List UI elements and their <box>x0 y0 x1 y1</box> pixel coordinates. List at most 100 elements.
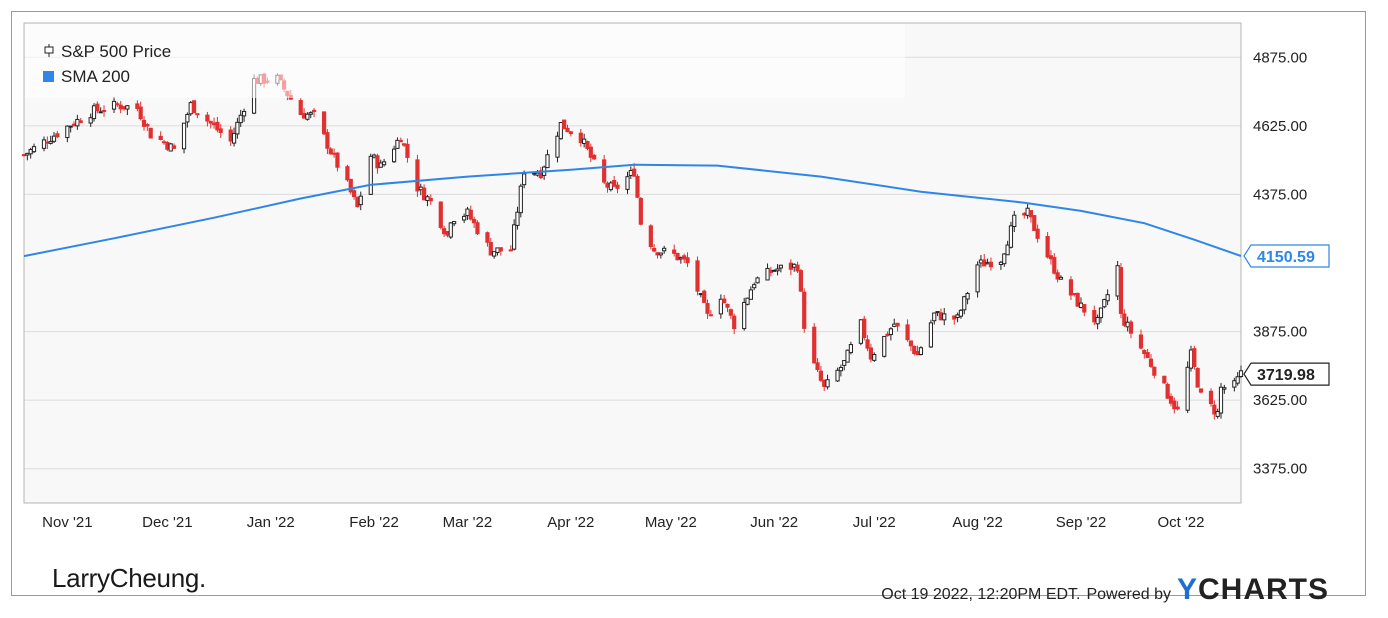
candle-body <box>888 328 894 336</box>
candle-body <box>418 186 423 191</box>
candle-body <box>765 267 770 281</box>
ycharts-logo-y: Y <box>1176 573 1198 606</box>
x-tick-label: Dec '21 <box>142 514 192 531</box>
last-price-label: 3719.98 <box>1257 367 1315 384</box>
candle-body <box>1075 292 1080 307</box>
candle-body <box>698 293 703 296</box>
x-tick-label: Oct '22 <box>1157 514 1204 531</box>
candle-body <box>1142 349 1147 355</box>
candle-body <box>1185 366 1190 411</box>
y-tick-label: 3875.00 <box>1253 324 1307 341</box>
candle-body <box>1208 390 1214 405</box>
y-tick-label: 4625.00 <box>1253 118 1307 135</box>
candle-body <box>585 141 590 149</box>
x-tick-label: Sep '22 <box>1056 514 1106 531</box>
candle-body <box>355 196 360 208</box>
candle-body <box>795 264 800 272</box>
candle-body <box>752 284 757 289</box>
candle-body <box>185 113 190 123</box>
candle-body <box>452 221 457 225</box>
candle-body <box>348 178 353 193</box>
candle-body <box>988 261 994 268</box>
candle-body <box>1028 210 1034 218</box>
candle-body <box>395 139 400 149</box>
candle-body <box>165 142 170 150</box>
price-chart: 4875.00 4625.00 4375.00 3875.00 3625.00 3375.… <box>21 22 1330 531</box>
candle-body <box>231 132 237 144</box>
candle-body <box>1008 225 1014 248</box>
candle-body <box>311 109 317 112</box>
candle-body <box>1125 321 1130 328</box>
candle-body <box>298 100 303 116</box>
candle-body <box>858 319 863 344</box>
candle-body <box>78 120 83 124</box>
x-tick-label: Jan '22 <box>247 514 295 531</box>
candle-body <box>335 152 340 168</box>
candle-body <box>472 218 477 224</box>
candle-body <box>512 224 517 250</box>
candle-body <box>745 297 750 305</box>
candle-body <box>1128 321 1134 334</box>
sma-200-line <box>23 163 1242 258</box>
candle-body <box>648 225 653 247</box>
candle-body <box>48 141 53 144</box>
candle-body <box>488 241 493 256</box>
sma-value-tag <box>1243 244 1330 268</box>
candle-body <box>238 114 243 124</box>
candle-body <box>518 185 523 214</box>
candle-body <box>962 296 967 311</box>
candle-body <box>935 311 940 314</box>
candle-body <box>495 247 500 254</box>
legend-label-price: S&P 500 Price <box>61 42 171 61</box>
candle-body <box>31 146 37 153</box>
y-tick-label: 4375.00 <box>1253 186 1307 203</box>
candle-body <box>95 103 100 112</box>
y-tick-label: 3625.00 <box>1253 392 1307 409</box>
y-tick-label: 4875.00 <box>1253 49 1307 66</box>
candle-body <box>405 143 410 158</box>
candle-body <box>321 111 327 135</box>
candle-body <box>1145 351 1150 359</box>
candle-body <box>1152 366 1157 376</box>
candle-body <box>161 141 167 144</box>
candle-body <box>522 173 527 186</box>
candle-body <box>775 268 780 272</box>
candle-body <box>975 264 980 293</box>
candle-body <box>732 315 737 330</box>
x-tick-label: Feb '22 <box>349 514 399 531</box>
candle-body <box>195 113 200 116</box>
candle-body <box>942 313 947 321</box>
candle-body <box>918 347 924 356</box>
candle-body <box>301 112 307 119</box>
candle-body <box>118 104 123 110</box>
candle-body <box>205 114 210 122</box>
brand-dot: . <box>199 563 206 593</box>
candle-body <box>368 155 373 195</box>
candle-body <box>535 172 540 176</box>
brand-name: LarryCheung <box>52 563 200 593</box>
x-tick-label: Jul '22 <box>853 514 896 531</box>
candle-body <box>475 222 480 235</box>
candle-body <box>625 176 630 190</box>
x-tick-label: Mar '22 <box>443 514 493 531</box>
candle-body <box>718 298 723 315</box>
candle-body <box>1122 313 1127 326</box>
candle-body <box>728 309 733 316</box>
candle-body <box>1218 386 1224 414</box>
candle-body <box>1168 396 1174 404</box>
candle-body <box>445 230 450 236</box>
candle-body <box>1052 257 1057 274</box>
candle-body <box>755 277 760 284</box>
candle-body <box>468 209 473 220</box>
candle-body <box>998 261 1004 265</box>
candle-body <box>725 303 730 308</box>
candle-body <box>802 291 807 329</box>
candle-body <box>1035 228 1040 239</box>
powered-by-label: Powered by <box>1086 586 1171 603</box>
candle-body <box>508 249 513 252</box>
ycharts-logo[interactable]: YCHARTS <box>1177 573 1329 607</box>
candle-body <box>685 257 690 264</box>
candle-body <box>628 170 633 176</box>
candle-body <box>772 269 777 272</box>
candle-body <box>1212 404 1217 415</box>
